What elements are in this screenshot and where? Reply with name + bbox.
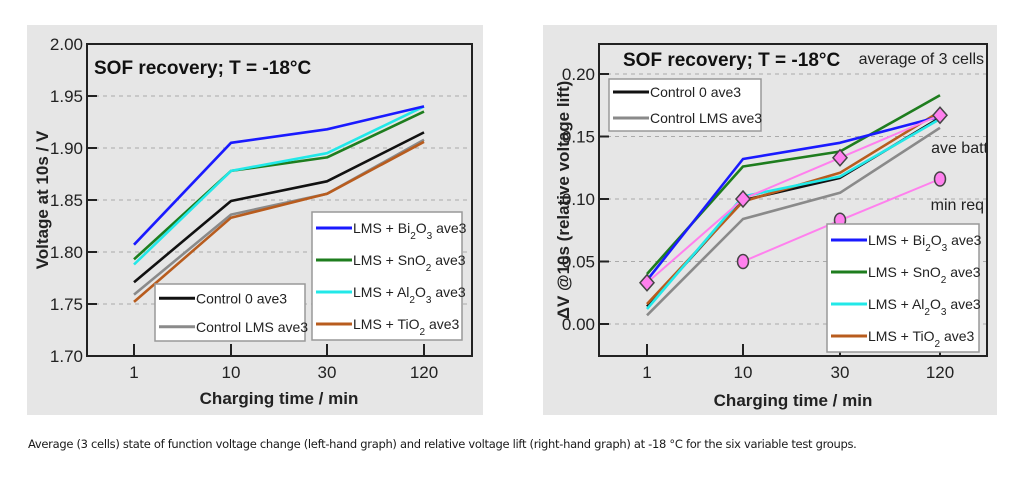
- y-tick-label: 1.75: [50, 295, 83, 314]
- right-legend-additives: LMS + Bi2O3 ave3 LMS + SnO2 ave3 LMS + Al2…: [826, 223, 982, 353]
- right-legend-controls: Control 0 ave3 Control LMS ave3: [608, 78, 762, 132]
- series-line-control-lms-ave3: [646, 126, 941, 317]
- left-legend-additives: LMS + Bi2O3 ave3 LMS + SnO2 ave3 LMS + Al2…: [311, 211, 467, 341]
- diamond-marker: [735, 189, 751, 209]
- x-tick-label: 30: [318, 363, 337, 382]
- y-tick-label: 1.95: [50, 87, 83, 106]
- series-line-control-0-ave3: [133, 131, 425, 284]
- legend-label: Control LMS ave3: [196, 319, 308, 335]
- right-chart-title: SOF recovery; T = -18°C: [623, 50, 840, 71]
- right-y-ticks: 0.00 0.05 0.10 0.15 0.20: [562, 65, 609, 334]
- right-plot-frame: [598, 43, 988, 357]
- legend-box: [311, 211, 463, 341]
- x-tick-label: 1: [642, 363, 651, 382]
- right-series-lines: [645, 94, 941, 317]
- series-line-lms-sno2-ave3: [133, 110, 425, 261]
- legend-label: LMS + Al2O3 ave3: [353, 284, 466, 306]
- x-tick-label: 30: [831, 363, 850, 382]
- legend-label: LMS + TiO2 ave3: [868, 328, 975, 350]
- diamond-marker: [639, 273, 655, 292]
- legend-box: [608, 78, 762, 132]
- right-y-axis-title: ΔV @10s (relative voltage lift): [554, 81, 573, 320]
- left-chart: 1.70 1.75 1.80 1.85 1.90 1.95 2.00 1 10 30 120 SO…: [33, 35, 473, 408]
- y-tick-label: 0.05: [562, 253, 595, 272]
- x-tick-label: 10: [734, 363, 753, 382]
- series-line-lms-bi2o3-ave3: [645, 115, 941, 282]
- x-tick-label: 120: [926, 363, 954, 382]
- y-tick-label: 2.00: [50, 35, 83, 54]
- series-line-lms-al2o3-ave3: [646, 117, 941, 310]
- right-label-ave-batt: ave batt: [931, 140, 988, 157]
- diamond-marker: [932, 106, 948, 125]
- right-chart: 0.00 0.05 0.10 0.15 0.20 1 10 30 120 SOF recove…: [554, 43, 989, 410]
- legend-label: LMS + Bi2O3 ave3: [868, 232, 982, 254]
- legend-box: [154, 283, 306, 342]
- series-line-lms-bi2o3-ave3: [133, 105, 425, 246]
- left-x-ticks: 1 10 30 120: [129, 344, 438, 382]
- right-x-ticks: 1 10 30 120: [642, 344, 954, 382]
- left-legend-controls: Control 0 ave3 Control LMS ave3: [154, 283, 308, 342]
- right-label-min-req: min req: [931, 197, 984, 214]
- x-tick-label: 10: [222, 363, 241, 382]
- legend-label: Control 0 ave3: [196, 290, 287, 306]
- y-tick-label: 1.80: [50, 243, 83, 262]
- legend-label: LMS + Bi2O3 ave3: [353, 220, 467, 242]
- left-chart-title: SOF recovery; T = -18°C: [94, 58, 311, 79]
- circle-marker: [933, 171, 947, 187]
- reference-line-ave-batt: [646, 114, 941, 284]
- y-tick-label: 0.20: [562, 65, 595, 84]
- y-tick-label: 0.15: [562, 128, 595, 147]
- series-line-lms-tio2-ave3: [133, 140, 425, 303]
- x-tick-label: 120: [410, 363, 438, 382]
- right-annotation-average: average of 3 cells: [859, 51, 984, 68]
- left-plot-frame: [86, 43, 473, 357]
- circle-marker: [736, 253, 750, 270]
- right-x-axis-title: Charging time / min: [714, 391, 873, 410]
- diamond-marker: [832, 148, 848, 167]
- x-tick-label: 1: [129, 363, 138, 382]
- y-tick-label: 1.85: [50, 191, 83, 210]
- y-tick-label: 0.10: [562, 190, 595, 209]
- left-y-axis-title: Voltage at 10s / V: [33, 130, 52, 269]
- series-line-lms-al2o3-ave3: [133, 105, 425, 266]
- left-y-ticks: 1.70 1.75 1.80 1.85 1.90 1.95 2.00: [50, 35, 97, 366]
- figure-caption: Average (3 cells) state of function volt…: [28, 437, 857, 451]
- right-reference-series: [639, 106, 948, 292]
- legend-label: LMS + SnO2 ave3: [868, 264, 981, 286]
- legend-label: Control 0 ave3: [650, 84, 741, 100]
- y-tick-label: 0.00: [562, 315, 595, 334]
- legend-label: LMS + TiO2 ave3: [353, 316, 460, 338]
- y-tick-label: 1.90: [50, 139, 83, 158]
- legend-box: [826, 223, 980, 353]
- left-series-lines: [133, 105, 425, 303]
- legend-label: LMS + Al2O3 ave3: [868, 296, 981, 318]
- left-x-axis-title: Charging time / min: [200, 389, 359, 408]
- legend-label: Control LMS ave3: [650, 110, 762, 126]
- legend-label: LMS + SnO2 ave3: [353, 252, 466, 274]
- y-tick-label: 1.70: [50, 347, 83, 366]
